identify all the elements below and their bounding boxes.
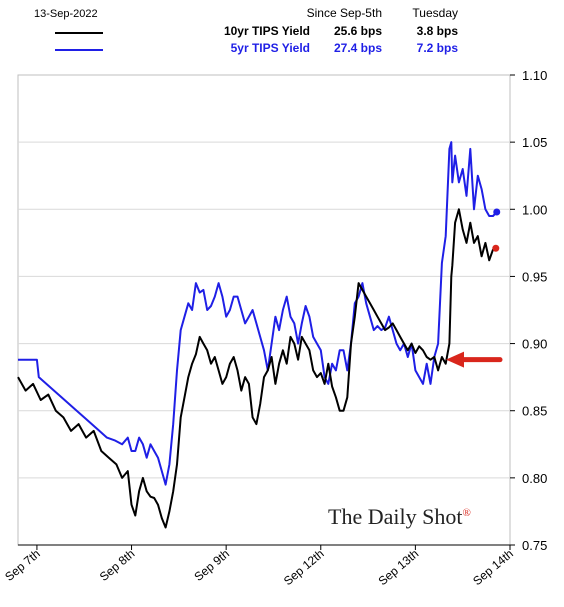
legend-swatch-10yr [55, 32, 103, 34]
plot-frame [17, 74, 511, 546]
y-tick-label: 1.05 [522, 135, 547, 150]
y-tick-label: 0.85 [522, 404, 547, 419]
watermark: The Daily Shot® [328, 504, 471, 529]
y-tick-label: 0.75 [522, 538, 547, 553]
legend-row-10yr: 10yr TIPS Yield 25.6 bps 3.8 bps [0, 24, 564, 41]
y-tick-label: 1.10 [522, 68, 547, 83]
legend-since-10yr: 25.6 bps [333, 24, 382, 38]
legend-tuesday-5yr: 7.2 bps [416, 41, 458, 55]
legend-since-5yr: 27.4 bps [333, 41, 382, 55]
x-tick-label: Sep 13th [376, 547, 422, 589]
date-stamp: 13-Sep-2022 [34, 8, 98, 20]
legend: Since Sep-5th Tuesday 10yr TIPS Yield 25… [0, 6, 564, 56]
x-tick-label: Sep 7th [2, 547, 43, 584]
legend-tuesday-10yr: 3.8 bps [416, 24, 458, 38]
x-tick-label: Sep 14th [470, 547, 516, 589]
y-tick-label: 0.80 [522, 471, 547, 486]
x-tick-label: Sep 9th [191, 547, 232, 584]
end-marker-10yr [492, 244, 500, 252]
grid [17, 74, 511, 546]
y-tick-label: 0.90 [522, 337, 547, 352]
end-marker-5yr [493, 208, 501, 216]
annotation-arrow-head [446, 351, 464, 368]
legend-header-tuesday: Tuesday [412, 6, 458, 20]
legend-name-5yr: 5yr TIPS Yield [230, 41, 310, 55]
series-line-5yr [18, 141, 498, 486]
y-tick-label: 0.95 [522, 269, 547, 284]
legend-header-since: Since Sep-5th [306, 6, 382, 20]
series-layer [17, 141, 501, 529]
legend-row-5yr: 5yr TIPS Yield 27.4 bps 7.2 bps [0, 41, 564, 58]
x-tick-label: Sep 8th [97, 547, 138, 584]
series-line-10yr [17, 208, 497, 529]
x-tick-label: Sep 12th [281, 547, 327, 589]
legend-name-10yr: 10yr TIPS Yield [223, 24, 310, 38]
y-tick-label: 1.00 [522, 202, 547, 217]
annotations [446, 351, 503, 368]
legend-swatch-5yr [55, 49, 103, 51]
